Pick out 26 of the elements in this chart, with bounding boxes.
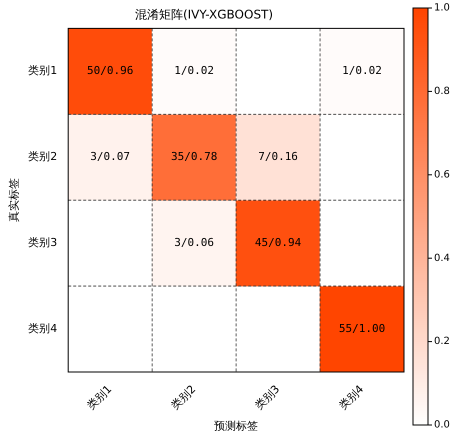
x-axis-title: 预测标签 xyxy=(214,419,258,432)
data-label: 35/0.78 xyxy=(170,150,218,164)
x-tick-label: 类别1 xyxy=(84,382,114,412)
data-label: 50/0.96 xyxy=(86,64,134,78)
color-bar-label: 0.4 xyxy=(434,252,450,264)
data-label: 45/0.94 xyxy=(254,236,302,249)
data-label: 1/0.02 xyxy=(174,64,214,78)
x-tick-label: 类别3 xyxy=(252,382,282,412)
color-bar-label: 0.6 xyxy=(434,169,450,180)
color-bar-label: 0.8 xyxy=(434,86,450,97)
chart-title: 混淆矩阵(IVY-XGBOOST) xyxy=(134,7,274,22)
y-tick-label: 类别4 xyxy=(28,322,58,335)
x-tick-label: 类别4 xyxy=(336,382,366,412)
color-bar-label: 1.0 xyxy=(434,2,450,14)
y-axis-title: 真实标签 xyxy=(7,178,20,222)
y-tick-label: 类别1 xyxy=(28,64,58,78)
color-bar-label: 0.2 xyxy=(434,336,450,348)
x-tick-label: 类别2 xyxy=(168,382,198,412)
y-tick-label: 类别3 xyxy=(28,236,58,249)
data-label: 55/1.00 xyxy=(338,322,386,335)
y-tick-label: 类别2 xyxy=(28,150,58,164)
data-label: 3/0.06 xyxy=(174,236,214,249)
color-bar-label: 0.0 xyxy=(434,420,450,431)
data-label: 1/0.02 xyxy=(342,64,382,78)
data-label: 7/0.16 xyxy=(258,150,298,164)
data-label: 3/0.07 xyxy=(90,150,130,164)
